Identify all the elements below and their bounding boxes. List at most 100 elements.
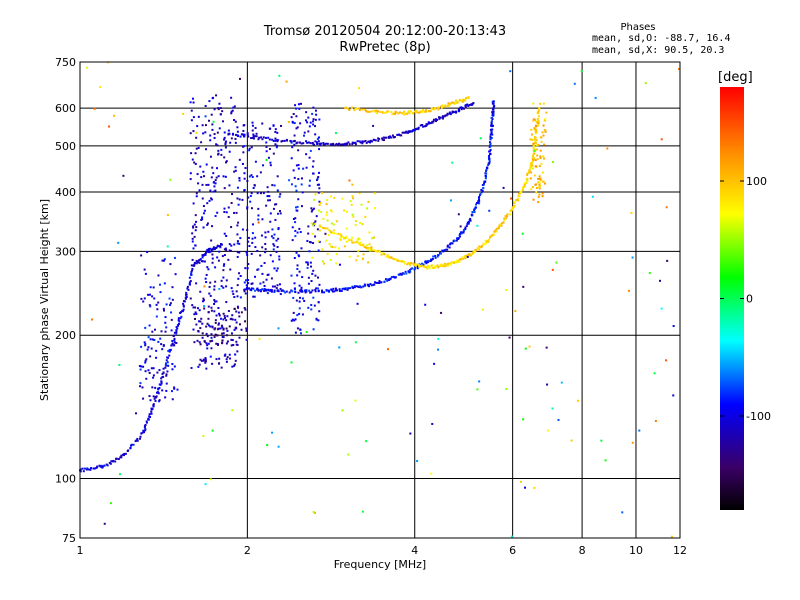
data-point bbox=[272, 139, 275, 142]
data-point bbox=[234, 359, 237, 362]
data-point bbox=[418, 265, 421, 268]
data-point bbox=[480, 191, 483, 194]
data-point bbox=[477, 197, 480, 200]
data-point bbox=[143, 268, 146, 271]
data-point bbox=[478, 200, 481, 203]
data-point bbox=[323, 262, 326, 265]
data-point bbox=[141, 386, 144, 389]
data-point bbox=[191, 237, 194, 240]
data-point bbox=[201, 218, 204, 221]
data-point bbox=[317, 136, 320, 139]
data-point bbox=[318, 148, 321, 151]
data-point bbox=[343, 143, 346, 146]
data-point bbox=[215, 94, 218, 97]
data-point bbox=[263, 289, 266, 292]
data-point bbox=[209, 478, 212, 481]
data-point bbox=[290, 289, 293, 292]
data-point bbox=[405, 131, 408, 134]
data-point bbox=[539, 102, 542, 105]
data-point bbox=[432, 118, 435, 121]
data-point bbox=[310, 210, 313, 213]
data-point bbox=[342, 209, 345, 212]
data-point bbox=[324, 232, 327, 235]
data-point bbox=[305, 153, 308, 156]
data-point bbox=[234, 141, 237, 144]
data-point bbox=[339, 233, 342, 236]
data-point bbox=[488, 157, 491, 160]
data-point bbox=[204, 358, 207, 361]
data-point bbox=[374, 250, 377, 253]
data-point bbox=[280, 124, 283, 127]
data-point bbox=[365, 109, 368, 112]
data-point bbox=[195, 131, 198, 134]
data-point bbox=[302, 142, 305, 145]
data-point bbox=[150, 412, 153, 415]
data-point bbox=[154, 386, 157, 389]
data-point bbox=[216, 342, 219, 345]
data-point bbox=[217, 107, 220, 110]
data-point bbox=[460, 106, 463, 109]
data-point bbox=[273, 184, 276, 187]
data-point bbox=[224, 161, 227, 164]
data-point bbox=[155, 303, 158, 306]
data-point bbox=[167, 364, 170, 367]
data-point bbox=[233, 364, 236, 367]
data-point bbox=[267, 289, 270, 292]
data-point bbox=[298, 107, 301, 110]
data-point bbox=[441, 104, 444, 107]
data-point bbox=[194, 152, 197, 155]
data-point bbox=[482, 187, 485, 190]
data-point bbox=[191, 232, 194, 235]
data-point bbox=[518, 195, 521, 198]
data-point bbox=[247, 287, 250, 290]
data-point bbox=[85, 468, 88, 471]
data-point bbox=[429, 122, 432, 125]
data-point bbox=[269, 254, 272, 257]
data-point bbox=[437, 108, 440, 111]
data-point bbox=[315, 113, 318, 116]
data-point bbox=[242, 135, 245, 138]
data-point bbox=[307, 276, 310, 279]
data-point bbox=[227, 309, 230, 312]
data-point bbox=[513, 201, 516, 204]
data-point bbox=[265, 204, 268, 207]
data-point bbox=[537, 109, 540, 112]
data-point bbox=[454, 101, 457, 104]
data-point bbox=[292, 217, 295, 220]
data-point bbox=[462, 230, 465, 233]
data-point bbox=[520, 190, 523, 193]
data-point bbox=[446, 262, 449, 265]
data-point bbox=[532, 198, 535, 201]
data-point bbox=[263, 284, 266, 287]
data-point bbox=[250, 287, 253, 290]
data-point bbox=[341, 409, 344, 412]
data-point bbox=[369, 283, 372, 286]
data-point bbox=[152, 403, 155, 406]
data-point bbox=[433, 266, 436, 269]
data-point bbox=[169, 302, 172, 305]
data-point bbox=[438, 117, 441, 120]
data-point bbox=[274, 218, 277, 221]
data-point bbox=[372, 109, 375, 112]
data-point bbox=[192, 130, 195, 133]
data-point bbox=[500, 222, 503, 225]
data-point bbox=[198, 320, 201, 323]
data-point bbox=[414, 128, 417, 131]
data-point bbox=[326, 219, 329, 222]
data-point bbox=[162, 375, 165, 378]
data-point bbox=[301, 191, 304, 194]
data-point bbox=[162, 345, 165, 348]
data-point bbox=[378, 280, 381, 283]
data-point bbox=[212, 181, 215, 184]
data-point bbox=[444, 265, 447, 268]
data-point bbox=[226, 340, 229, 343]
data-point bbox=[244, 267, 247, 270]
data-point bbox=[151, 338, 154, 341]
data-point bbox=[202, 359, 205, 362]
data-point bbox=[401, 260, 404, 263]
data-point bbox=[174, 273, 177, 276]
data-point bbox=[338, 263, 341, 266]
data-point bbox=[145, 358, 148, 361]
data-point bbox=[250, 192, 253, 195]
data-point bbox=[152, 367, 155, 370]
